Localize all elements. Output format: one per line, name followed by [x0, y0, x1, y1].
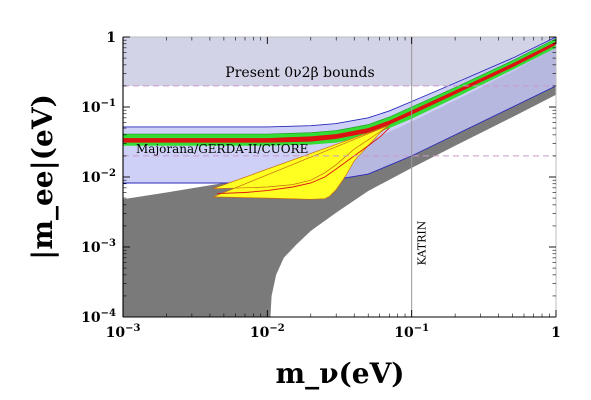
x-tick-label: 1	[551, 325, 561, 341]
y-tick-label: 10−1	[81, 98, 116, 116]
plot-area	[123, 37, 556, 317]
x-axis-title: m_ν(eV)	[275, 357, 404, 390]
axis-ticks: 10−3 10−2 10−1 110−410−310−210−11	[81, 30, 561, 341]
y-tick-label: 1	[106, 30, 116, 46]
green-band-upper-edge	[123, 38, 556, 135]
x-tick-label: 10−1	[394, 323, 429, 341]
future-experiments-label: Majorana/GERDA-II/CUORE	[136, 142, 308, 156]
blue-band-upper-edge	[123, 37, 556, 128]
blue-band	[123, 37, 556, 183]
y-tick-label: 10−3	[81, 238, 116, 256]
present-bounds-label: Present 0ν2β bounds	[225, 65, 374, 81]
x-tick-label: 10−2	[250, 323, 285, 341]
x-tick-label: 10−3	[106, 323, 141, 341]
y-axis-title: |m_ee|(eV)	[26, 94, 59, 260]
annotations: Present 0ν2β bounds Majorana/GERDA-II/CUO…	[26, 65, 429, 390]
katrin-label: KATRIN	[416, 220, 429, 265]
y-tick-label: 10−4	[81, 308, 116, 326]
yellow-band-center-line	[217, 127, 390, 195]
green-band	[123, 38, 556, 146]
y-tick-label: 10−2	[81, 168, 116, 186]
